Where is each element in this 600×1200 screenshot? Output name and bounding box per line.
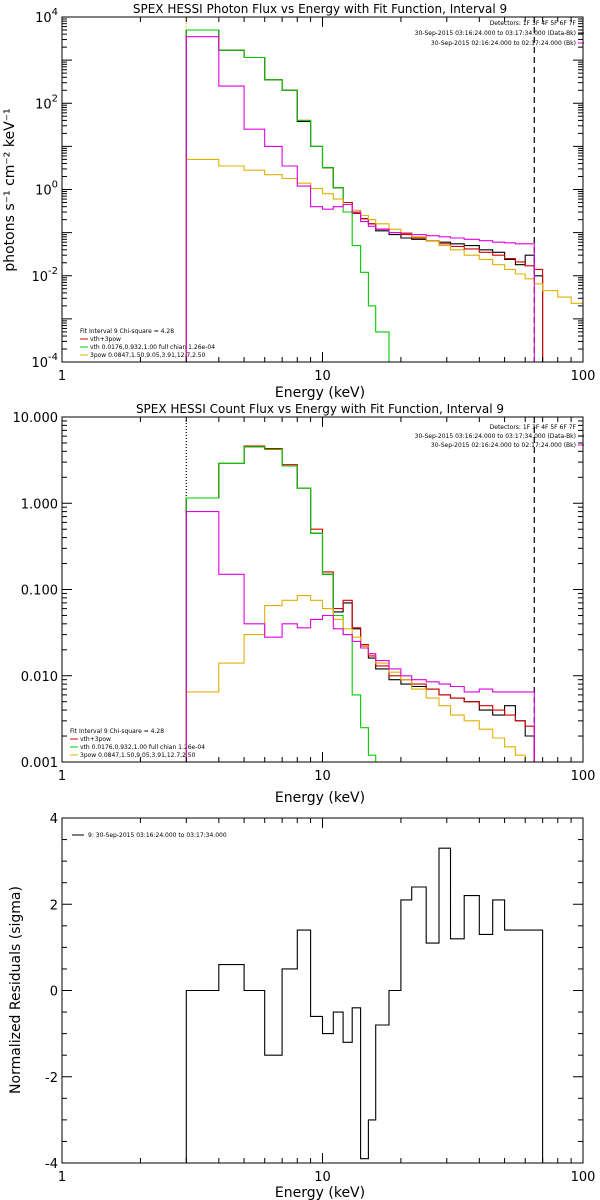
photon-flux-panel: SPEX HESSI Photon Flux vs Energy with Fi…: [2, 2, 595, 401]
fit-vth: vth 0.0176,0.932,1.00 full chian 1.26e-0…: [80, 744, 205, 751]
y-tick-label-4: 10.000: [13, 411, 59, 426]
x-tick-label-0: 1: [58, 369, 66, 384]
count-flux-xlabel: Energy (keV): [275, 790, 365, 806]
x-tick-label-2: 100: [571, 769, 596, 784]
series-line-4: [185, 511, 535, 762]
photon-flux-ylabel: photons s⁻¹ cm⁻² keV⁻¹: [2, 108, 18, 271]
fit-chi-square: Fit Interval 9 Chi-square = 4.28: [80, 328, 174, 335]
y-tick-label-2: 0: [50, 985, 58, 1000]
series-line-0: [185, 847, 544, 1163]
photon-flux-title: SPEX HESSI Photon Flux vs Energy with Fi…: [133, 2, 507, 16]
x-tick-label-1: 10: [314, 369, 331, 384]
header-detectors: Detectors: 1F 3F 4F 5F 6F 7F: [490, 20, 577, 27]
count-flux-panel: SPEX HESSI Count Flux vs Energy with Fit…: [13, 402, 596, 806]
series-line-2: [185, 29, 402, 362]
fit-model: vth+3pow: [90, 336, 121, 343]
residuals-panel: Energy (keV) Normalized Residuals (sigma…: [8, 812, 595, 1200]
fit-chi-square: Fit Interval 9 Chi-square = 4.28: [70, 728, 164, 735]
x-tick-label-1: 10: [314, 1170, 331, 1185]
residuals-ylabel: Normalized Residuals (sigma): [8, 886, 24, 1094]
y-tick-label-3: 2: [50, 898, 58, 913]
x-tick-label-0: 1: [58, 769, 66, 784]
photon-flux-xlabel: Energy (keV): [275, 385, 365, 401]
y-tick-label-1: -2: [45, 1071, 58, 1086]
header-data-interval: 30-Sep-2015 03:16:24.000 to 03:17:34.000…: [415, 30, 576, 37]
series-group: [185, 847, 544, 1163]
header-bk-interval: 30-Sep-2015 02:16:24.000 to 02:17:24.000…: [431, 40, 576, 47]
residuals-legend-text: 9: 30-Sep-2015 03:16:24.000 to 03:17:34.…: [88, 832, 227, 839]
series-group: [185, 29, 583, 362]
header-data-interval: 30-Sep-2015 03:16:24.000 to 03:17:34.000…: [415, 433, 576, 440]
series-line-2: [185, 446, 377, 762]
y-tick-label-1: 0.010: [21, 670, 58, 685]
count-flux-fit-legend: Fit Interval 9 Chi-square = 4.28 vth+3po…: [70, 728, 205, 759]
x-tick-label-2: 100: [571, 1170, 596, 1185]
header-bk-interval: 30-Sep-2015 02:16:24.000 to 02:17:24.000…: [431, 442, 576, 449]
fit-vth: vth 0.0176,0.932,1.00 full chian 1.26e-0…: [90, 344, 215, 351]
fit-model: vth+3pow: [80, 736, 111, 743]
y-tick-label-0: -4: [45, 1157, 58, 1172]
y-tick-label-0: 0.001: [21, 756, 58, 771]
y-tick-label-4: 4: [50, 812, 58, 827]
fit-3pow: 3pow 0.0847,1.50,9.05,3.91,12.7,2.50: [80, 752, 196, 759]
header-detectors: Detectors: 1F 3F 4F 5F 6F 7F: [490, 424, 577, 431]
x-tick-label-2: 100: [571, 369, 596, 384]
x-tick-label-1: 10: [314, 769, 331, 784]
count-flux-title: SPEX HESSI Count Flux vs Energy with Fit…: [136, 402, 504, 416]
photon-flux-fit-legend: Fit Interval 9 Chi-square = 4.28 vth+3po…: [80, 328, 215, 359]
y-tick-label-3: 1.000: [21, 497, 58, 512]
fit-3pow: 3pow 0.0847,1.50,9.05,3.91,12.7,2.50: [90, 352, 206, 359]
x-tick-label-0: 1: [58, 1170, 66, 1185]
residuals-xlabel: Energy (keV): [275, 1185, 365, 1200]
series-line-4: [185, 36, 535, 362]
series-group: [185, 445, 583, 762]
y-tick-label-2: 0.100: [21, 584, 58, 599]
